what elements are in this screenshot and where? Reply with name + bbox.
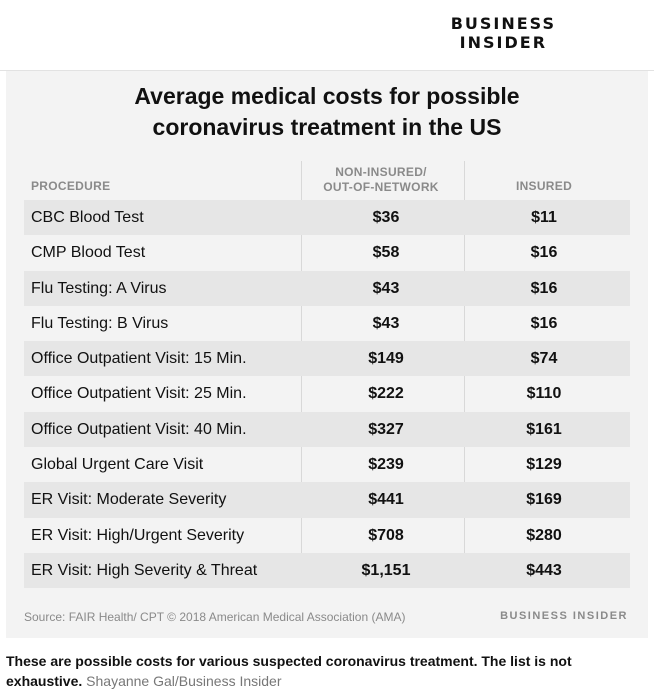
caption-text: These are possible costs for various sus… <box>6 653 572 689</box>
logo-line-2: INSIDER <box>459 33 548 52</box>
cell-insured: $161 <box>526 420 562 438</box>
header-non-insured-line-1: NON-INSURED/ <box>335 165 427 179</box>
cell-procedure: CBC Blood Test <box>31 209 144 226</box>
cell-non-insured: $43 <box>372 314 400 332</box>
cell-insured: $16 <box>530 279 558 297</box>
cell-procedure: Global Urgent Care Visit <box>31 456 204 474</box>
cell-procedure: Office Outpatient Visit: 40 Min. <box>31 420 247 438</box>
cell-non-insured: $43 <box>372 279 400 297</box>
cell-non-insured: $1,151 <box>361 561 411 579</box>
table-row: Office Outpatient Visit: 25 Min. $222 $110 <box>24 376 630 411</box>
header-insured: INSURED <box>515 179 573 193</box>
table-row: CBC Blood Test $36 $11 <box>24 200 630 236</box>
table-row: ER Visit: Moderate Severity $441 $169 <box>24 482 630 518</box>
table-row: Office Outpatient Visit: 40 Min. $327 $161 <box>24 411 630 448</box>
cell-non-insured: $36 <box>372 209 400 226</box>
table-row: CMP Blood Test $58 $16 <box>24 235 630 270</box>
table-row: ER Visit: High Severity & Threat $1,151 $4… <box>24 552 630 589</box>
header-bar: BUSINESS INSIDER <box>0 0 654 71</box>
cell-procedure: ER Visit: High/Urgent Severity <box>31 526 245 544</box>
cell-insured: $16 <box>530 244 558 262</box>
table-row: ER Visit: High/Urgent Severity $708 $280 <box>24 518 630 553</box>
cell-procedure: Flu Testing: B Virus <box>31 314 169 332</box>
table-row: Flu Testing: B Virus $43 $16 <box>24 306 630 341</box>
chart-title: Average medical costs for possible coron… <box>6 81 648 143</box>
logo-line-1: BUSINESS <box>450 14 556 33</box>
cell-procedure: ER Visit: Moderate Severity <box>31 491 227 509</box>
cell-insured: $74 <box>530 350 558 368</box>
cost-table-body: CBC Blood Test $36 $11 CMP Blood Test $58 $16… <box>24 200 630 589</box>
cell-insured: $11 <box>531 209 557 226</box>
image-caption: These are possible costs for various sus… <box>6 651 646 691</box>
cell-non-insured: $222 <box>368 385 404 403</box>
cell-insured: $169 <box>526 491 562 509</box>
cell-insured: $16 <box>530 314 558 332</box>
cell-non-insured: $58 <box>372 244 400 262</box>
business-insider-logo[interactable]: BUSINESS INSIDER <box>451 14 556 52</box>
cell-insured: $443 <box>526 561 562 579</box>
caption-credit: Shayanne Gal/Business Insider <box>86 673 282 689</box>
cell-procedure: Office Outpatient Visit: 15 Min. <box>31 350 247 368</box>
table-row: Flu Testing: A Virus $43 $16 <box>24 270 630 306</box>
chart-title-line-1: Average medical costs for possible <box>134 83 520 109</box>
chart-card: Average medical costs for possible coron… <box>6 71 648 638</box>
cell-non-insured: $239 <box>368 456 404 474</box>
header-procedure: PROCEDURE <box>31 179 111 193</box>
source-note: Source: FAIR Health/ CPT © 2018 American… <box>24 610 406 624</box>
chart-title-line-2: coronavirus treatment in the US <box>152 114 502 140</box>
header-non-insured-line-2: OUT-OF-NETWORK <box>323 180 439 194</box>
cell-insured: $110 <box>526 385 562 403</box>
footer-brand: BUSINESS INSIDER <box>500 610 628 622</box>
cell-procedure: Office Outpatient Visit: 25 Min. <box>31 385 247 403</box>
cell-insured: $280 <box>526 526 562 544</box>
cell-non-insured: $441 <box>368 491 404 509</box>
cell-non-insured: $149 <box>368 350 404 368</box>
cell-procedure: CMP Blood Test <box>31 244 146 262</box>
header-non-insured: NON-INSURED/ OUT-OF-NETWORK <box>301 165 461 195</box>
cell-insured: $129 <box>526 456 562 474</box>
cell-non-insured: $327 <box>368 420 404 438</box>
table-row: Office Outpatient Visit: 15 Min. $149 $74 <box>24 341 630 377</box>
table-row: Global Urgent Care Visit $239 $129 <box>24 447 630 482</box>
cell-procedure: ER Visit: High Severity & Threat <box>31 561 258 579</box>
cell-non-insured: $708 <box>368 526 404 544</box>
cell-procedure: Flu Testing: A Virus <box>31 279 167 297</box>
